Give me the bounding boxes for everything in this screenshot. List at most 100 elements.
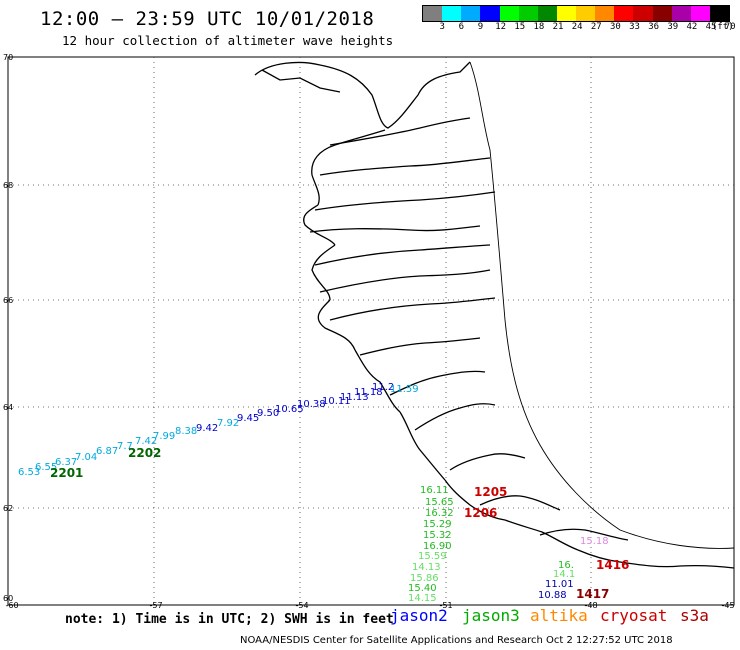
- lat-label-66: 66: [3, 296, 14, 305]
- swh-label: 10.11: [322, 396, 351, 407]
- color-swatch: [480, 6, 500, 21]
- color-swatch: [518, 6, 538, 21]
- color-scale-tick: 15: [514, 22, 526, 32]
- lon-label-51: -51: [439, 601, 453, 610]
- color-swatch: [671, 6, 691, 21]
- color-swatch: [614, 6, 634, 21]
- swh-label: 10.65: [275, 404, 304, 415]
- color-scale-tick: 70: [724, 22, 736, 32]
- color-scale-tick: 42: [686, 22, 698, 32]
- lon-label-45: -45: [721, 601, 735, 610]
- lon-label-54: -54: [295, 601, 309, 610]
- swh-label: 11.01: [545, 579, 574, 590]
- color-swatch: [461, 6, 481, 21]
- legend-jason3: jason3: [462, 606, 520, 625]
- lon-label-48: -48: [584, 601, 598, 610]
- swh-label: 15.86: [410, 573, 439, 584]
- swh-label: 15.40: [408, 583, 437, 594]
- swh-label: 14.15: [408, 593, 437, 604]
- swh-label: 11.13: [340, 392, 369, 403]
- swh-label: 7.04: [75, 452, 98, 463]
- swh-label: 15.29: [423, 519, 452, 530]
- swh-label: 6.37: [55, 457, 78, 468]
- color-scale-tick: 24: [571, 22, 583, 32]
- swh-label: 16.32: [425, 508, 454, 519]
- color-scale-tick: 39: [667, 22, 679, 32]
- swh-label: 9.45: [237, 413, 260, 424]
- color-scale-tick: 12: [495, 22, 507, 32]
- swh-label: 8.38: [175, 426, 198, 437]
- swh-label: 15.65: [425, 497, 454, 508]
- greenland-coastline: [254, 61, 735, 569]
- color-scale-tick: 27: [590, 22, 602, 32]
- map-frame: [7, 56, 735, 606]
- time-label: 2201: [50, 466, 84, 480]
- color-swatch: [499, 6, 519, 21]
- swh-label: 11.18: [354, 387, 383, 398]
- color-scale-tick: 9: [477, 22, 484, 32]
- note-text: note: 1) Time is in UTC; 2) SWH is in fe…: [65, 612, 394, 627]
- color-swatch: [442, 6, 462, 21]
- page-subtitle: 12 hour collection of altimeter wave hei…: [62, 33, 394, 48]
- lat-label-64: 64: [3, 403, 14, 412]
- swh-label: 7.42: [135, 436, 158, 447]
- swh-label: 6.87: [96, 446, 119, 457]
- color-swatch: [633, 6, 653, 21]
- color-swatch: [537, 6, 557, 21]
- legend-jason2: jason2: [390, 606, 448, 625]
- graticule: [8, 57, 734, 605]
- swh-label: 16.90: [423, 541, 452, 552]
- color-swatch: [423, 6, 443, 21]
- swh-label: 9.50: [257, 408, 280, 419]
- color-swatch: [690, 6, 710, 21]
- swh-label: 6.53: [18, 467, 41, 478]
- time-label: 1205: [474, 485, 508, 499]
- time-label: 2202: [128, 446, 162, 460]
- swh-label: 10.38: [297, 399, 326, 410]
- color-swatch: [595, 6, 615, 21]
- swh-label: 15.59: [418, 551, 447, 562]
- swh-label: 9.42: [196, 423, 219, 434]
- time-label: 1416: [596, 558, 630, 572]
- swh-label: 16.: [558, 560, 574, 571]
- swh-label: 14.1: [553, 569, 576, 580]
- legend-cryosat: cryosat: [600, 606, 668, 625]
- swh-label: 15.18: [580, 536, 609, 547]
- color-scale-tick: 3: [439, 22, 445, 32]
- swh-label: 15.32: [423, 530, 452, 541]
- color-scale-unit: (ft): [712, 22, 734, 32]
- color-scale-tick: 30: [609, 22, 621, 32]
- swh-label: 6.55: [35, 462, 58, 473]
- swh-label: 11.59: [390, 384, 419, 395]
- swh-label: 7.92: [217, 418, 240, 429]
- color-scale-tick: 36: [648, 22, 660, 32]
- color-scale-tick: 33: [629, 22, 640, 32]
- lat-label-60: 60: [3, 594, 14, 603]
- lon-label-60: -60: [5, 601, 19, 610]
- footer-credit: NOAA/NESDIS Center for Satellite Applica…: [240, 635, 673, 646]
- page-title: 12:00 – 23:59 UTC 10/01/2018: [40, 8, 375, 30]
- swh-label: 7.7: [117, 441, 133, 452]
- color-scale-tick: 21: [552, 22, 564, 32]
- swh-label: 10.88: [538, 590, 567, 601]
- lat-label-68: 68: [3, 181, 14, 190]
- color-swatch: [652, 6, 672, 21]
- color-scale-tick: 18: [533, 22, 545, 32]
- swh-label: 7.99: [153, 431, 176, 442]
- legend-altika: altika: [530, 606, 588, 625]
- color-swatch: [576, 6, 596, 21]
- swh-label: 16.11: [420, 485, 449, 496]
- color-scale-tick: 45: [705, 22, 717, 32]
- color-swatch: [709, 6, 729, 21]
- lat-label-62: 62: [3, 504, 14, 513]
- color-swatch: [556, 6, 576, 21]
- time-label: 1417: [576, 587, 610, 601]
- color-scale-labels: 3 6 9 12 15 18 21 24 27 30 33 36 39 42 45 70: [422, 22, 735, 34]
- legend-s3a: s3a: [680, 606, 709, 625]
- color-scale-bar: [422, 5, 730, 22]
- lon-label-57: -57: [149, 601, 163, 610]
- swh-label: 14.13: [412, 562, 441, 573]
- time-label: 1206: [464, 506, 498, 520]
